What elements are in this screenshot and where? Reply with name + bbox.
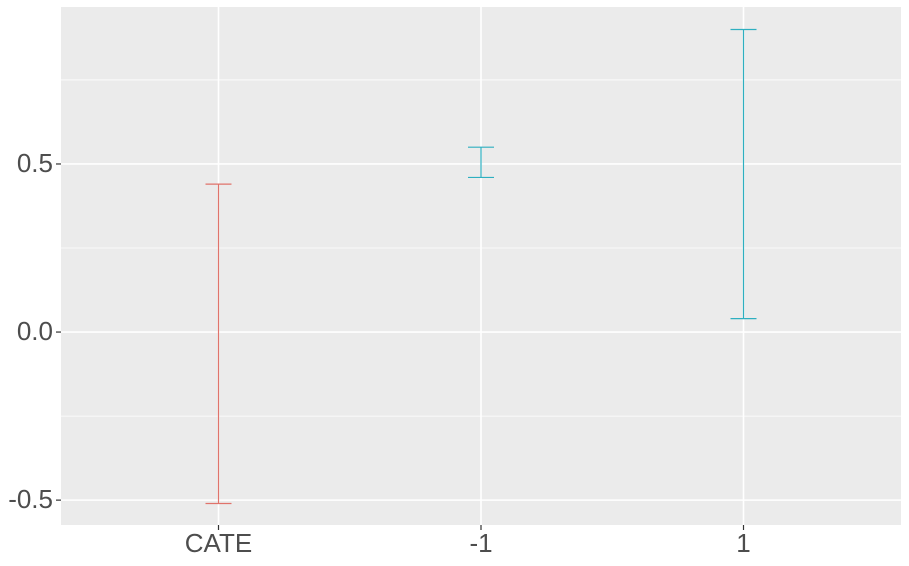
- y-tick-label: 0.0: [17, 316, 53, 346]
- x-tick-label: CATE: [185, 528, 252, 558]
- y-tick-label: 0.5: [17, 148, 53, 178]
- y-tick-label: -0.5: [8, 484, 53, 514]
- x-tick-label: 1: [736, 528, 750, 558]
- x-tick-label: -1: [469, 528, 492, 558]
